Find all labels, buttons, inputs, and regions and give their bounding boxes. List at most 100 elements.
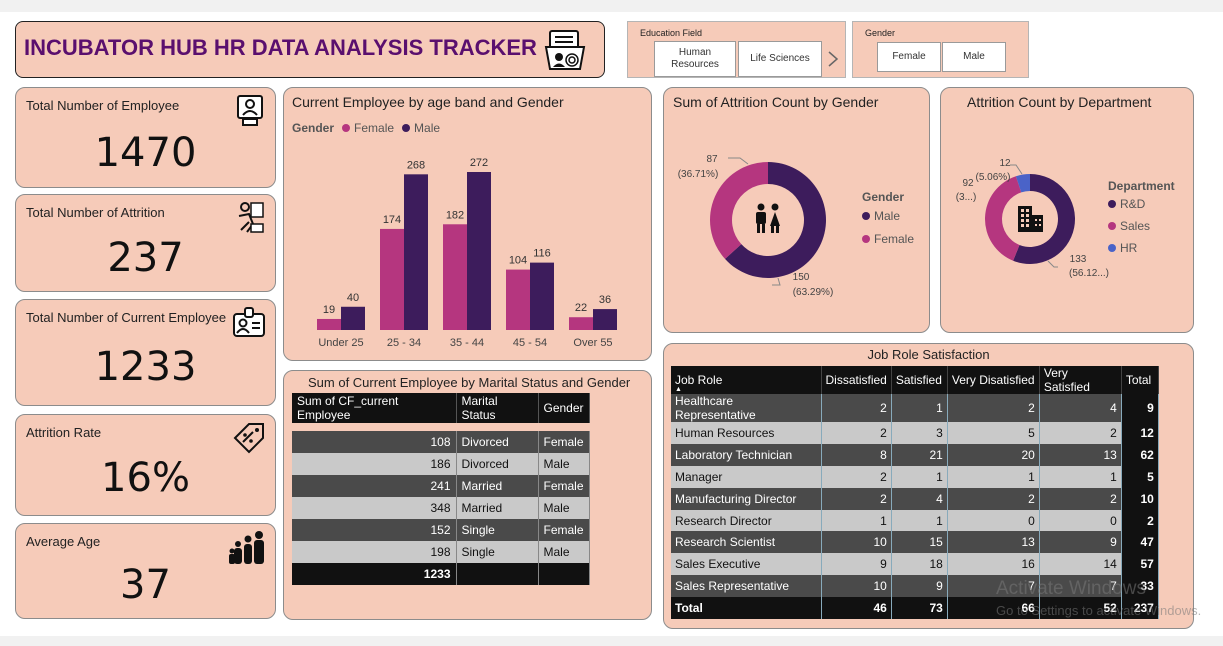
- column-header[interactable]: Very Satisfied: [1039, 366, 1122, 394]
- education-option-human-resources[interactable]: Human Resources: [654, 41, 736, 77]
- legend-swatch-female: [342, 124, 351, 132]
- table-cell: Manufacturing Director: [671, 487, 822, 510]
- table-cell: 9: [821, 553, 892, 576]
- table-cell: 5: [1121, 465, 1159, 488]
- table-cell: Male: [538, 453, 590, 475]
- education-option-life-sciences[interactable]: Life Sciences: [738, 41, 822, 77]
- column-header-label: Job Role: [675, 373, 723, 387]
- column-header[interactable]: Marital Status: [456, 393, 539, 423]
- table-cell: Single: [456, 541, 539, 563]
- column-header[interactable]: Sum of CF_current Employee: [292, 393, 457, 423]
- table-cell: 4: [891, 487, 948, 510]
- table-cell: 7: [947, 575, 1040, 598]
- kpi-total-attrition: Total Number of Attrition 237: [15, 194, 276, 292]
- kpi-total-employee: Total Number of Employee 1470: [15, 87, 276, 188]
- table-cell: 1: [891, 394, 948, 422]
- legend-row-male: Male: [862, 209, 914, 223]
- kpi-value: 1233: [94, 344, 197, 390]
- table-cell: 13: [947, 531, 1040, 554]
- table-cell: 9: [891, 575, 948, 598]
- table-row: Research Scientist 10 15 13 9 47: [671, 531, 1159, 554]
- x-tick-label: 35 - 44: [450, 337, 484, 349]
- table-row: Laboratory Technician 8 21 20 13 62: [671, 443, 1159, 466]
- slice-label-pct: (63.29%): [793, 287, 834, 298]
- table-cell: Healthcare Representative: [671, 394, 822, 422]
- slice-label-value: 150: [793, 272, 810, 283]
- people-icon: [756, 203, 780, 233]
- table-row: Manufacturing Director 2 4 2 2 10: [671, 487, 1159, 510]
- gender-option-male[interactable]: Male: [942, 42, 1006, 72]
- table-cell: 21: [891, 443, 948, 466]
- table-total-cell: 46: [821, 597, 892, 620]
- table-cell: 62: [1121, 443, 1159, 466]
- table-row: Human Resources 2 3 5 2 12: [671, 422, 1159, 444]
- column-header[interactable]: Satisfied: [891, 366, 948, 394]
- table-total-cell: 237: [1121, 597, 1159, 620]
- leader-line: [728, 157, 749, 165]
- data-label: 174: [383, 214, 401, 226]
- leader-line: [772, 277, 781, 286]
- donut-legend: Department R&D Sales HR: [1108, 179, 1175, 255]
- table-cell: 3: [891, 422, 948, 444]
- table-row: 241 Married Female: [292, 475, 590, 497]
- column-header[interactable]: Very Disatisfied: [947, 366, 1040, 394]
- kpi-label: Attrition Rate: [26, 425, 102, 440]
- column-header[interactable]: Gender: [538, 393, 590, 423]
- table-row: Manager 2 1 1 1 5: [671, 465, 1159, 488]
- table-cell: 47: [1121, 531, 1159, 554]
- table-cell: 14: [1039, 553, 1122, 576]
- slice-label-value: 92: [962, 178, 974, 189]
- bar-male: [593, 309, 617, 330]
- table-cell: 198: [292, 541, 457, 563]
- education-field-slicer: Education Field Human Resources Life Sci…: [627, 21, 846, 78]
- age-band-chart-card: Current Employee by age band and Gender …: [283, 87, 652, 361]
- bar-female: [506, 269, 530, 330]
- table-cell: Manager: [671, 465, 822, 488]
- kpi-label: Average Age: [26, 534, 101, 549]
- attrition-gender-card: Sum of Attrition Count by Gender 87 (36.7…: [663, 87, 930, 333]
- table-total-row: Total 46 73 66 52 237: [671, 597, 1159, 620]
- bar-male: [530, 262, 554, 330]
- table-cell: 1: [821, 509, 892, 532]
- bar-female: [443, 224, 467, 330]
- employee-badge-icon: [233, 93, 267, 131]
- table-cell: 2: [1039, 422, 1122, 444]
- legend-swatch-male: [862, 212, 870, 220]
- column-header-job-role[interactable]: Job Role ▲: [671, 366, 822, 394]
- table-header-row: Sum of CF_current Employee Marital Statu…: [292, 393, 590, 423]
- column-header[interactable]: Total: [1121, 366, 1159, 394]
- kpi-current-employee: Total Number of Current Employee 1233: [15, 299, 276, 406]
- gender-option-female[interactable]: Female: [877, 42, 941, 72]
- age-band-chart: 19 40 Under 25 174 268 25 - 34 182 272 35 - 44 10…: [317, 157, 617, 349]
- attrition-department-donut: 12 (5.06%)92 (3...) 133 (56.12...): [956, 158, 1109, 279]
- table-cell: 2: [821, 394, 892, 422]
- bar-male: [467, 172, 491, 330]
- table-cell: Female: [538, 519, 590, 541]
- sort-ascending-icon[interactable]: ▲: [675, 386, 682, 393]
- table-total-cell: 1233: [292, 563, 457, 585]
- table-cell: 10: [1121, 487, 1159, 510]
- x-tick-label: 45 - 54: [513, 337, 547, 349]
- table-cell: 10: [821, 575, 892, 598]
- table-cell: 108: [292, 431, 457, 453]
- donut-slice-sales: [985, 176, 1022, 261]
- column-header[interactable]: Dissatisfied: [821, 366, 892, 394]
- table-cell: 2: [821, 465, 892, 488]
- chevron-right-icon[interactable]: [826, 50, 840, 72]
- building-icon: [1018, 206, 1043, 232]
- table-cell: Research Scientist: [671, 531, 822, 554]
- table-total-cell: Total: [671, 597, 822, 620]
- slice-label-value: 12: [999, 158, 1011, 169]
- table-cell: Single: [456, 519, 539, 541]
- kpi-label: Total Number of Attrition: [26, 205, 165, 220]
- table-cell: Laboratory Technician: [671, 443, 822, 466]
- chart-title: Attrition Count by Department: [967, 94, 1152, 110]
- gender-slicer: Gender Female Male: [852, 21, 1029, 78]
- bar-male: [341, 306, 365, 330]
- slice-label-value: 133: [1070, 254, 1087, 265]
- data-label: 182: [446, 209, 464, 221]
- leader-line: [1010, 164, 1023, 175]
- table-cell: 5: [947, 422, 1040, 444]
- data-label: 19: [323, 304, 335, 316]
- kpi-average-age: Average Age 37: [15, 523, 276, 619]
